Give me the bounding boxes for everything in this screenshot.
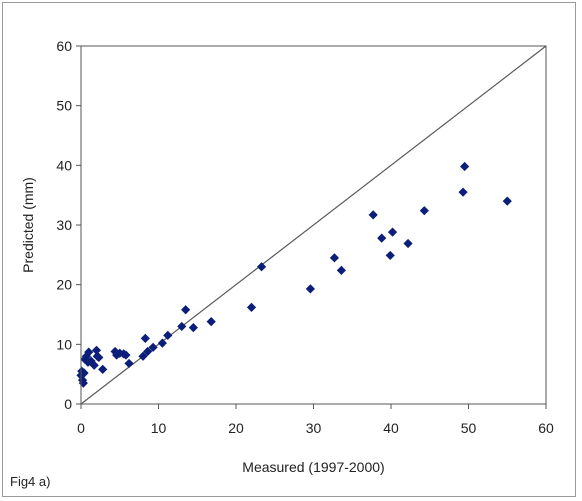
data-point [148,342,158,352]
data-point [77,366,87,376]
data-point [124,358,134,369]
x-tick-label: 60 [538,420,554,436]
y-tick-label: 50 [56,98,72,114]
data-point [385,250,395,261]
data-point [188,323,198,333]
data-point [329,253,340,263]
data-point [78,378,88,388]
plot-area-border [80,45,547,405]
data-point [305,284,315,294]
x-axis-label: Measured (1997-2000) [242,459,384,475]
data-point [336,265,346,275]
data-point [138,351,148,361]
y-axis-label: Predicted (mm) [20,177,36,273]
one-to-one-line [80,45,547,405]
data-points [76,161,512,388]
x-tick-label: 50 [461,420,477,436]
data-point [403,238,413,249]
x-tick-label: 10 [151,420,167,436]
data-point [387,227,398,237]
reference-line-layer [80,45,547,405]
data-point [460,161,470,172]
data-point [246,302,257,312]
y-tick-label: 20 [56,277,72,293]
x-tick-label: 20 [228,420,244,436]
x-tick-label: 40 [383,420,399,436]
data-point [163,330,173,340]
x-axis-ticks: 0 10 20 30 40 50 60 [77,404,554,436]
data-point [140,333,150,343]
x-tick-label: 0 [77,420,85,436]
y-tick-label: 0 [64,396,72,412]
figure-caption: Fig4 a) [10,474,51,489]
data-point [112,350,122,360]
data-point [86,356,96,366]
data-point [143,346,153,357]
y-tick-label: 60 [56,38,72,54]
data-point [84,347,94,357]
data-point [177,321,187,332]
y-tick-label: 10 [56,336,72,352]
data-point [368,210,378,220]
data-point [89,360,99,370]
data-point [419,206,429,216]
data-point [121,350,131,360]
data-point [94,352,104,363]
y-tick-label: 40 [56,157,72,173]
data-point [157,338,167,348]
figure-frame [2,2,576,497]
y-tick-label: 30 [56,217,72,233]
data-point [502,196,512,206]
data-point [458,187,468,197]
y-axis-ticks: 0 10 20 30 40 50 60 [56,38,81,412]
data-point [256,262,267,272]
data-point [98,364,108,374]
data-point [377,233,387,243]
data-point [206,317,216,327]
data-point [91,345,102,355]
data-point [181,305,191,315]
x-tick-label: 30 [306,420,322,436]
